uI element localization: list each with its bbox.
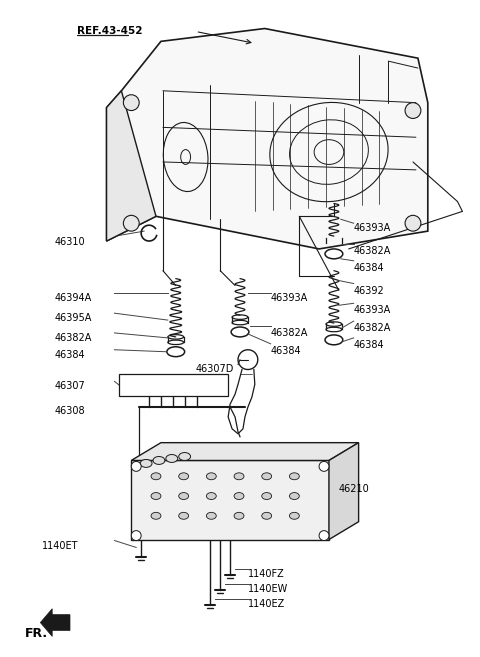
Text: 46310: 46310 [54, 237, 85, 247]
Text: REF.43-452: REF.43-452 [77, 26, 143, 35]
Ellipse shape [234, 512, 244, 519]
Text: 46384: 46384 [54, 350, 85, 360]
Circle shape [131, 461, 141, 471]
Text: 46210: 46210 [339, 484, 370, 494]
Polygon shape [107, 28, 428, 249]
Text: 46382A: 46382A [271, 328, 308, 338]
Circle shape [123, 215, 139, 231]
Text: 46392: 46392 [354, 286, 384, 296]
Text: 46393A: 46393A [354, 306, 391, 315]
Text: 46384: 46384 [354, 340, 384, 350]
Text: 46307D: 46307D [195, 363, 234, 374]
Ellipse shape [153, 457, 165, 464]
Ellipse shape [289, 512, 300, 519]
FancyBboxPatch shape [120, 374, 228, 396]
Text: 46393A: 46393A [354, 223, 391, 233]
Text: 46382A: 46382A [354, 323, 391, 333]
Text: 46384: 46384 [354, 263, 384, 273]
Text: 46382A: 46382A [54, 333, 92, 343]
Text: 46384: 46384 [271, 346, 301, 356]
Ellipse shape [179, 512, 189, 519]
Polygon shape [131, 443, 359, 461]
Text: 46394A: 46394A [54, 294, 91, 304]
Ellipse shape [179, 453, 191, 461]
Ellipse shape [262, 473, 272, 480]
Polygon shape [40, 609, 70, 637]
Text: 1140EZ: 1140EZ [248, 599, 285, 609]
Text: 46395A: 46395A [54, 313, 92, 323]
Ellipse shape [262, 512, 272, 519]
Text: 46393A: 46393A [271, 294, 308, 304]
Ellipse shape [166, 455, 178, 463]
Ellipse shape [179, 493, 189, 499]
Ellipse shape [206, 473, 216, 480]
Ellipse shape [262, 493, 272, 499]
Text: 46307: 46307 [54, 381, 85, 392]
Text: 1140ET: 1140ET [42, 541, 79, 551]
Ellipse shape [151, 473, 161, 480]
Ellipse shape [289, 493, 300, 499]
Polygon shape [329, 443, 359, 539]
Circle shape [319, 531, 329, 541]
Text: 1140FZ: 1140FZ [248, 569, 285, 579]
Ellipse shape [179, 473, 189, 480]
Text: 46308: 46308 [54, 406, 85, 416]
Circle shape [405, 102, 421, 118]
Ellipse shape [234, 473, 244, 480]
Ellipse shape [206, 512, 216, 519]
Text: 1140EW: 1140EW [248, 584, 288, 594]
Text: FR.: FR. [24, 627, 48, 639]
Polygon shape [107, 91, 156, 241]
Ellipse shape [206, 493, 216, 499]
Ellipse shape [140, 459, 152, 467]
Ellipse shape [151, 493, 161, 499]
Polygon shape [131, 461, 329, 539]
Text: 46382A: 46382A [354, 246, 391, 256]
Circle shape [319, 461, 329, 471]
Circle shape [405, 215, 421, 231]
Ellipse shape [234, 493, 244, 499]
Circle shape [123, 95, 139, 110]
Ellipse shape [289, 473, 300, 480]
Circle shape [131, 531, 141, 541]
Ellipse shape [151, 512, 161, 519]
